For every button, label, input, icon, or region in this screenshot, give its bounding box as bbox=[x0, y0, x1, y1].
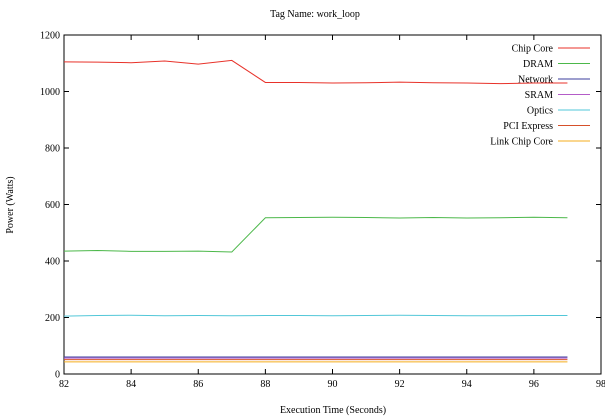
x-tick-label: 86 bbox=[193, 379, 203, 390]
series-line-dram bbox=[63, 216, 568, 253]
x-tick-label: 96 bbox=[529, 379, 539, 390]
x-tick-label: 98 bbox=[596, 379, 605, 390]
legend: Chip Core DRAM Network SRAM Optics PCI Expres… bbox=[490, 44, 590, 148]
x-tick-label: 82 bbox=[59, 379, 69, 390]
y-tick-label: 200 bbox=[45, 313, 60, 324]
legend-label: Network bbox=[518, 75, 553, 86]
y-tick-label: 0 bbox=[55, 370, 60, 381]
x-tick-label: 92 bbox=[395, 379, 405, 390]
x-tick-label: 88 bbox=[260, 379, 270, 390]
series-line-chip-core bbox=[63, 59, 568, 85]
x-tick-label: 90 bbox=[328, 379, 338, 390]
axis-ticks: 82 84 86 88 90 92 94 96 98 0 200 400 600 800 1000 1200 bbox=[40, 31, 605, 391]
legend-label: SRAM bbox=[525, 90, 553, 101]
plot-area-frame bbox=[63, 34, 602, 375]
y-tick-label: 800 bbox=[45, 144, 60, 155]
y-tick-label: 400 bbox=[45, 257, 60, 268]
legend-label: PCI Express bbox=[503, 121, 553, 132]
y-tick-label: 1200 bbox=[40, 31, 60, 42]
legend-label: Optics bbox=[527, 106, 553, 117]
y-tick-label: 1000 bbox=[40, 87, 60, 98]
series-line-optics bbox=[63, 314, 568, 317]
y-axis-label: Power (Watts) bbox=[5, 176, 16, 233]
y-tick-label: 600 bbox=[45, 200, 60, 211]
legend-label: Chip Core bbox=[512, 44, 554, 55]
x-tick-label: 94 bbox=[462, 379, 472, 390]
series-lines bbox=[63, 59, 568, 363]
legend-label: DRAM bbox=[523, 59, 553, 70]
legend-label: Link Chip Core bbox=[490, 137, 553, 148]
chart-title: Tag Name: work_loop bbox=[270, 9, 360, 20]
x-tick-label: 84 bbox=[126, 379, 136, 390]
x-axis-label: Execution Time (Seconds) bbox=[280, 405, 386, 416]
